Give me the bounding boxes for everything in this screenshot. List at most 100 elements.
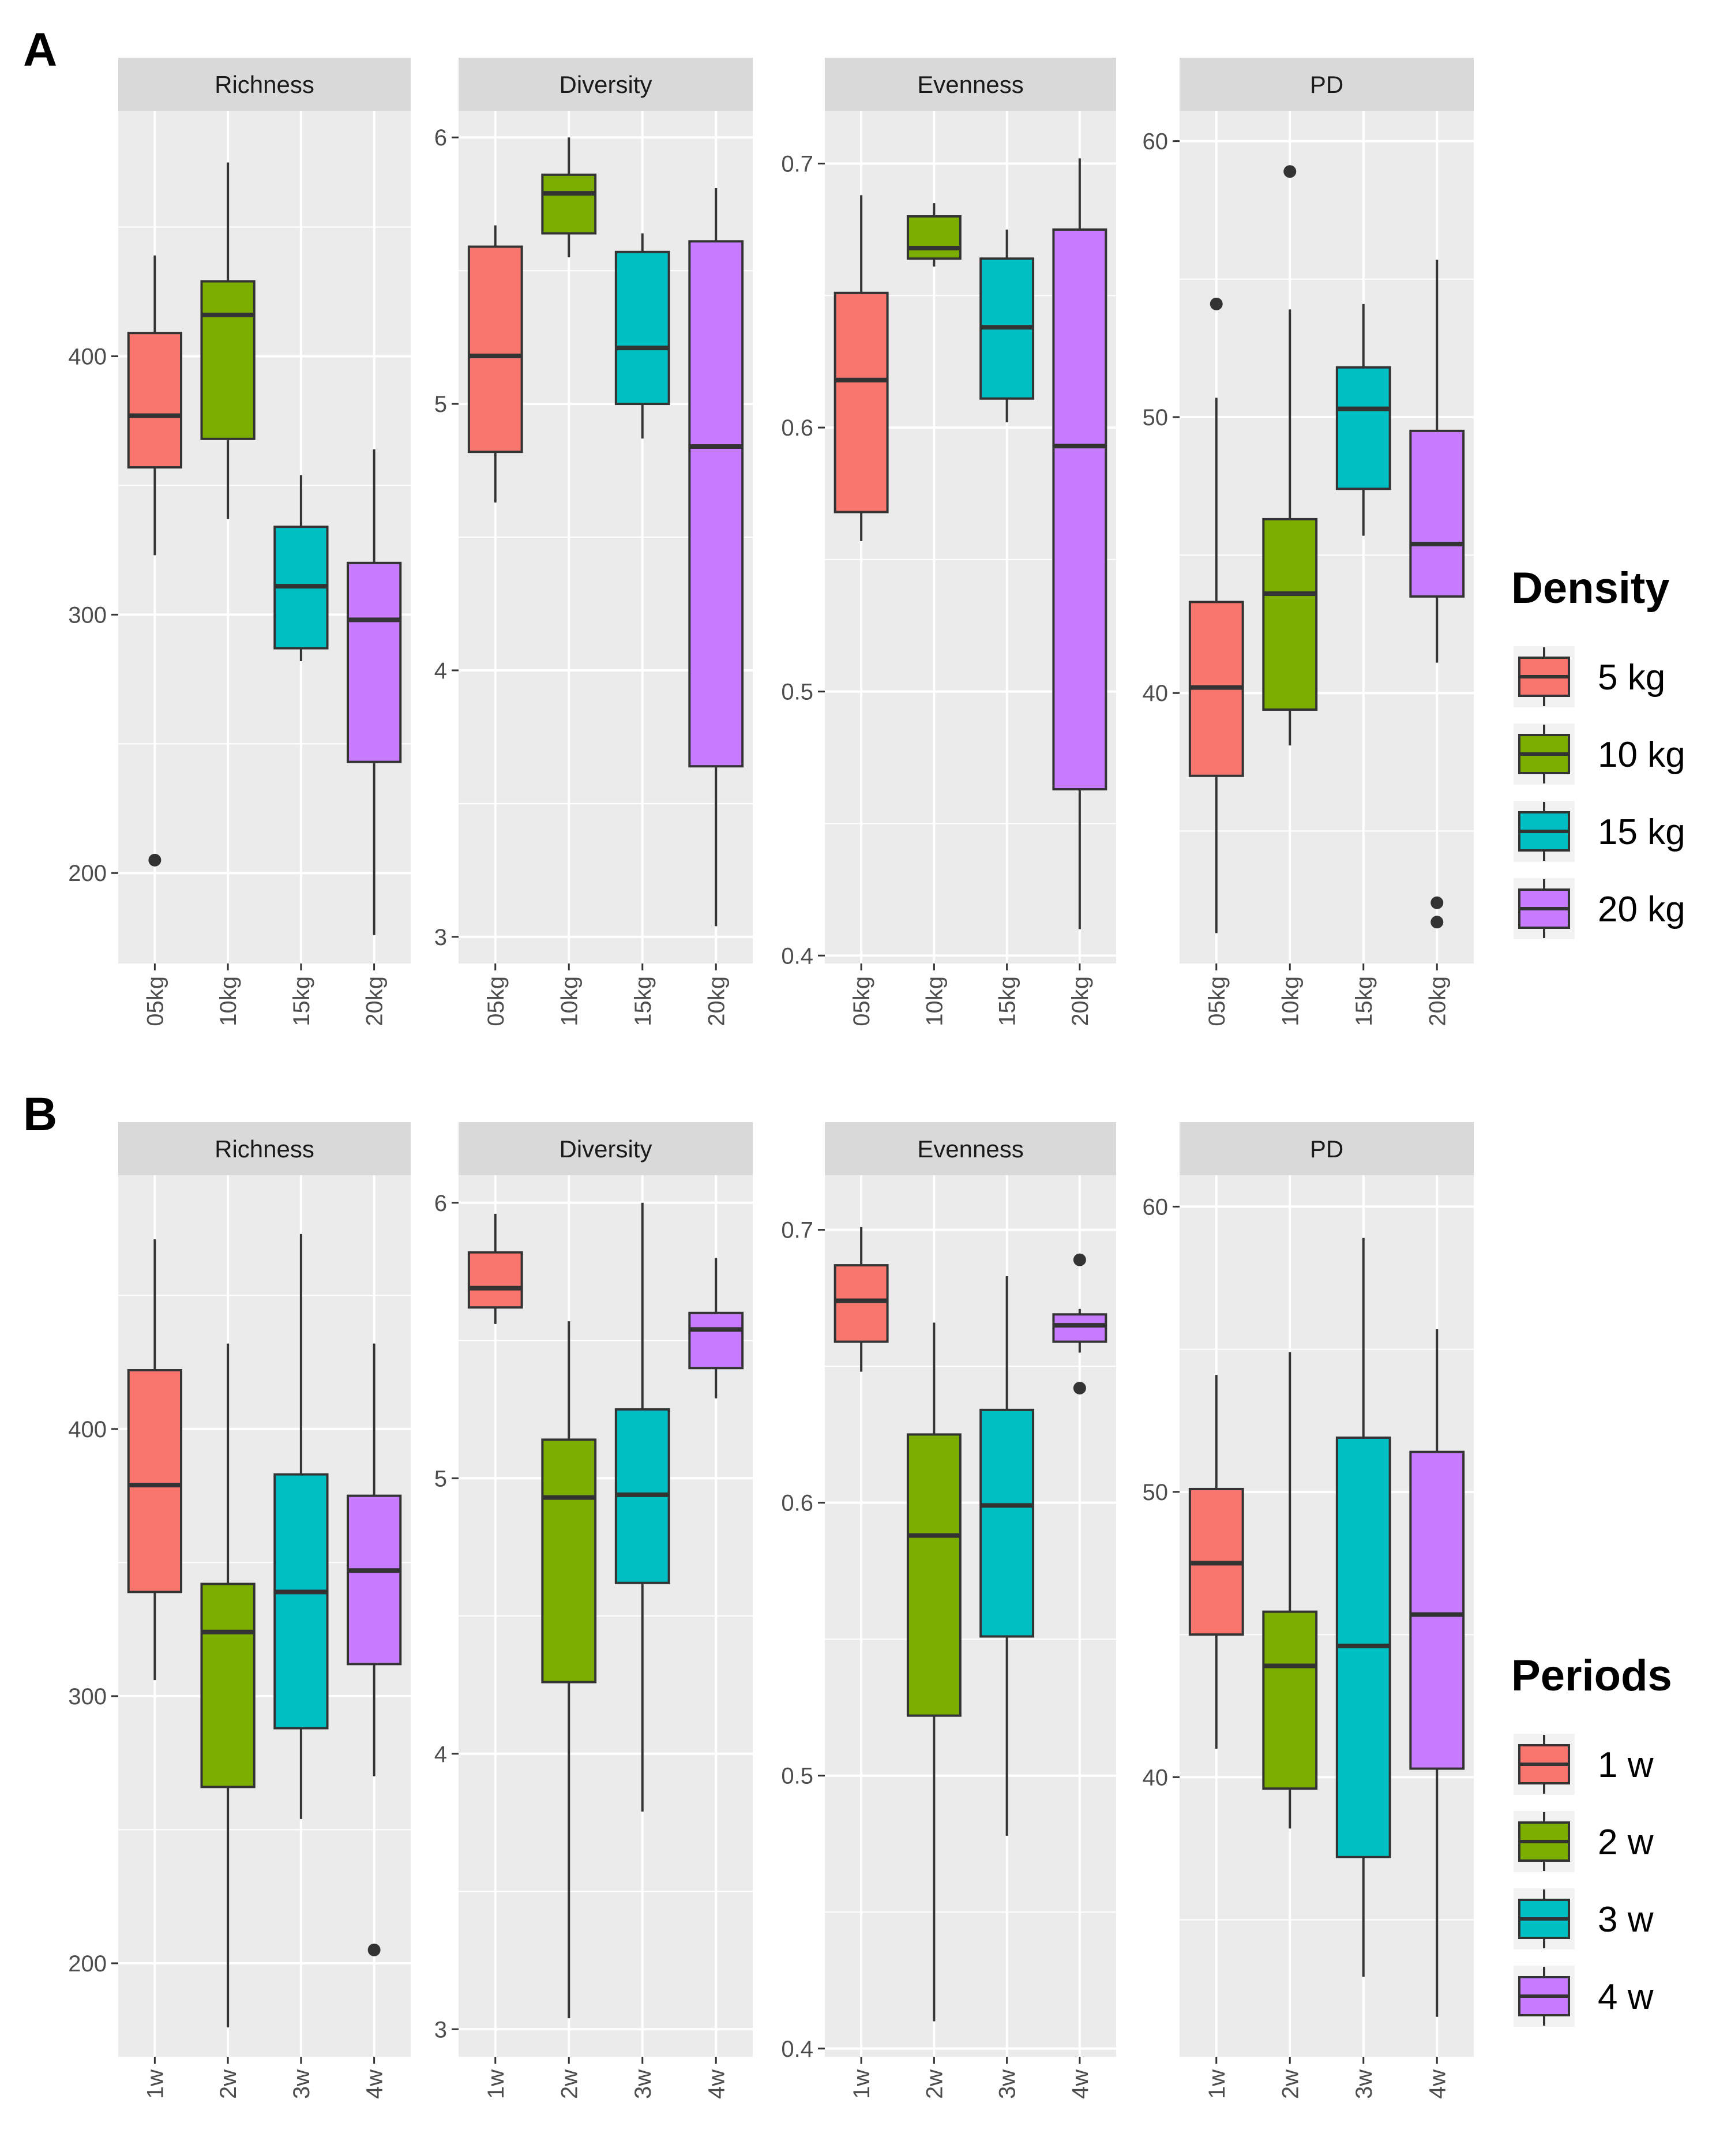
y-tick-label: 0.7 xyxy=(781,152,813,177)
box-4w: 4w xyxy=(1052,1253,1107,2099)
x-tick-label: 3w xyxy=(995,2069,1020,2099)
x-tick-label: 1w xyxy=(142,2069,168,2099)
x-tick-label: 4w xyxy=(704,2069,729,2099)
box-iqr xyxy=(614,250,670,406)
box-10kg: 10kg xyxy=(1262,165,1318,1026)
panel-a-evenness: Evenness 0.4 0.5 0.6 0.7 05kg 10kg 15kg 20kg xyxy=(781,58,1116,1026)
x-tick-label: 20kg xyxy=(704,976,729,1026)
box-iqr xyxy=(541,1438,597,1683)
facet-strip xyxy=(1180,58,1474,111)
legend-label: 15 kg xyxy=(1598,812,1685,852)
x-tick-label: 15kg xyxy=(1351,976,1377,1026)
y-tick-label: 0.7 xyxy=(781,1218,813,1243)
facet-title: Richness xyxy=(215,1135,314,1163)
facet-strip xyxy=(1180,1122,1474,1175)
outlier-point xyxy=(1430,916,1444,929)
x-tick-label: 05kg xyxy=(849,976,874,1026)
x-tick-label: 05kg xyxy=(483,976,509,1026)
facet-strip xyxy=(459,58,753,111)
y-tick-label: 50 xyxy=(1143,405,1169,430)
legend-density: Density 5 kg 10 kg 15 kg 20 kg xyxy=(1511,564,1685,939)
y-tick-label: 6 xyxy=(434,125,447,151)
box-15kg: 15kg xyxy=(979,229,1035,1026)
box-2w: 2w xyxy=(541,1321,597,2099)
y-tick-label: 0.6 xyxy=(781,1491,813,1516)
x-tick-label: 10kg xyxy=(557,976,582,1026)
box-iqr xyxy=(467,1251,523,1309)
box-3w: 3w xyxy=(979,1276,1035,2099)
box-05kg: 05kg xyxy=(1188,297,1244,1026)
box-15kg: 15kg xyxy=(273,475,329,1026)
y-tick-label: 50 xyxy=(1143,1480,1169,1505)
x-tick-label: 1w xyxy=(849,2069,874,2099)
box-10kg: 10kg xyxy=(200,162,256,1026)
box-iqr xyxy=(979,1408,1035,1638)
y-tick-label: 40 xyxy=(1143,1765,1169,1790)
box-iqr xyxy=(688,240,744,768)
facet-strip xyxy=(825,1122,1116,1175)
panel-label-a: A xyxy=(23,24,58,76)
x-tick-label: 20kg xyxy=(362,976,388,1026)
y-tick-label: 5 xyxy=(434,1466,447,1491)
y-tick-label: 40 xyxy=(1143,681,1169,706)
x-tick-label: 4w xyxy=(1068,2069,1093,2099)
x-tick-label: 2w xyxy=(557,2069,582,2099)
panel-label-b: B xyxy=(23,1088,58,1141)
x-tick-label: 2w xyxy=(216,2069,241,2099)
box-1w: 1w xyxy=(467,1213,523,2099)
y-tick-label: 300 xyxy=(68,602,107,628)
legend-title: Density xyxy=(1511,564,1670,613)
panel-a-diversity: Diversity 3 4 5 6 05kg 10kg 15kg 20kg xyxy=(434,58,753,1026)
x-tick-label: 1w xyxy=(483,2069,509,2099)
x-tick-label: 4w xyxy=(362,2069,388,2099)
legend-label: 20 kg xyxy=(1598,890,1685,929)
facet-title: Richness xyxy=(215,71,314,98)
box-2w: 2w xyxy=(906,1322,962,2099)
box-20kg: 20kg xyxy=(1409,260,1465,1026)
box-iqr xyxy=(200,1583,256,1788)
y-tick-label: 3 xyxy=(434,2017,447,2042)
x-tick-label: 2w xyxy=(922,2069,947,2099)
box-1w: 1w xyxy=(833,1227,889,2099)
y-tick-label: 60 xyxy=(1143,129,1169,155)
outlier-point xyxy=(1430,896,1444,909)
box-iqr xyxy=(1052,1313,1107,1343)
box-3w: 3w xyxy=(614,1202,670,2099)
x-tick-label: 10kg xyxy=(922,976,947,1026)
box-2w: 2w xyxy=(1262,1352,1318,2099)
panel-b-diversity: Diversity 3 4 5 6 1w 2w 3w 4w xyxy=(434,1122,753,2099)
x-tick-label: 20kg xyxy=(1068,976,1093,1026)
box-3w: 3w xyxy=(273,1233,329,2099)
facet-strip xyxy=(118,58,411,111)
facet-title: Evenness xyxy=(917,1135,1023,1163)
legend-label: 2 w xyxy=(1598,1823,1654,1862)
box-15kg: 15kg xyxy=(1335,303,1391,1026)
outlier-point xyxy=(367,1943,381,1956)
x-tick-label: 20kg xyxy=(1425,976,1450,1026)
legend-periods: Periods 1 w 2 w 3 w 4 w xyxy=(1511,1651,1672,2027)
x-tick-label: 15kg xyxy=(995,976,1020,1026)
panel-background xyxy=(118,111,411,963)
box-iqr xyxy=(1409,429,1465,598)
box-20kg: 20kg xyxy=(1052,158,1107,1026)
x-tick-label: 3w xyxy=(1351,2069,1377,2099)
x-tick-label: 15kg xyxy=(289,976,314,1026)
x-tick-label: 1w xyxy=(1204,2069,1230,2099)
box-iqr xyxy=(346,1494,402,1666)
y-tick-label: 6 xyxy=(434,1191,447,1216)
panel-b-richness: Richness 200 300 400 1w 2w 3w 4w xyxy=(68,1122,411,2099)
y-tick-label: 5 xyxy=(434,392,447,417)
box-10kg: 10kg xyxy=(541,137,597,1026)
y-tick-label: 0.5 xyxy=(781,680,813,705)
y-tick-label: 0.4 xyxy=(781,2037,813,2062)
facet-strip xyxy=(118,1122,411,1175)
facet-title: PD xyxy=(1310,1135,1343,1163)
outlier-point xyxy=(1073,1381,1086,1394)
box-15kg: 15kg xyxy=(614,233,670,1026)
y-tick-label: 400 xyxy=(68,1417,107,1442)
box-1w: 1w xyxy=(127,1239,183,2099)
outlier-point xyxy=(1210,297,1223,310)
box-iqr xyxy=(127,332,183,469)
box-iqr xyxy=(1409,1450,1465,1770)
